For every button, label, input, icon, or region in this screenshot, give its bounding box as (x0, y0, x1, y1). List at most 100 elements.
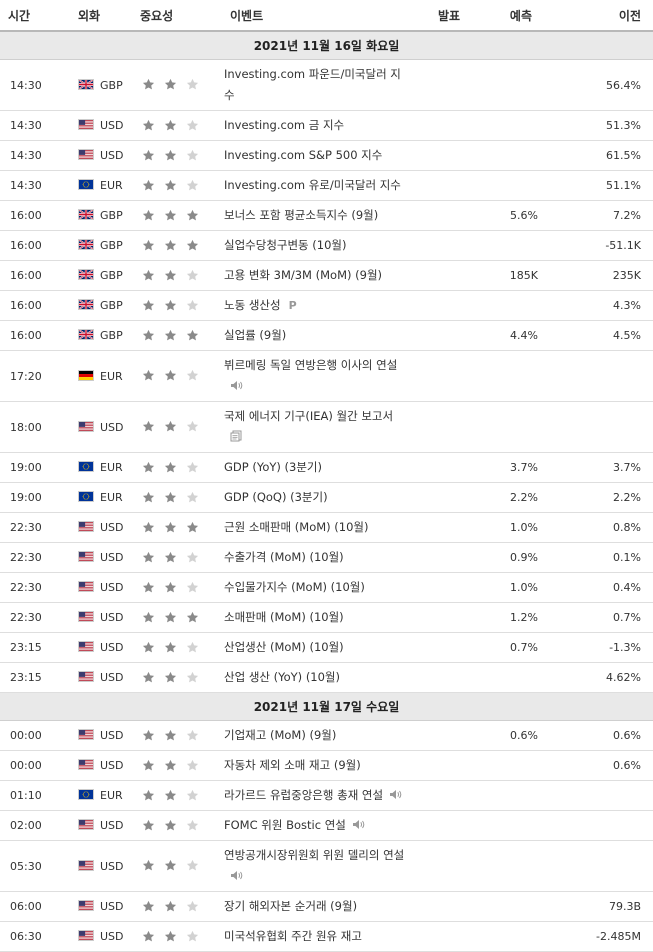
column-header-event[interactable]: 이벤트 (222, 0, 414, 32)
event-name-cell[interactable]: 뷔르메링 독일 연방은행 이사의 연설 (222, 350, 414, 402)
event-name-cell[interactable]: 산업생산 (MoM) (10월) (222, 632, 414, 663)
event-name[interactable]: 연방공개시장위원회 위원 델리의 연설 (224, 848, 405, 862)
event-name[interactable]: 수입물가지수 (MoM) (10월) (224, 580, 365, 594)
event-row[interactable]: 23:15 USD 산업생산 (MoM) (10월) 0.7% -1.3% (0, 632, 653, 663)
event-name-cell[interactable]: 수출가격 (MoM) (10월) (222, 542, 414, 573)
event-name-cell[interactable]: 국제 에너지 기구(IEA) 월간 보고서 (222, 401, 414, 453)
event-name-cell[interactable]: Investing.com 파운드/미국달러 지수 (222, 59, 414, 111)
event-forecast: 1.0% (484, 512, 544, 543)
event-name-cell[interactable]: 노동 생산성 P (222, 290, 414, 321)
column-header-importance[interactable]: 중요성 (132, 0, 222, 32)
event-name[interactable]: Investing.com 금 지수 (224, 118, 345, 132)
event-name[interactable]: 라가르드 유럽중앙은행 총재 연설 (224, 788, 384, 802)
event-name-cell[interactable]: Investing.com 유로/미국달러 지수 (222, 170, 414, 201)
importance-rating (132, 542, 222, 573)
event-name-cell[interactable]: 고용 변화 3M/3M (MoM) (9월) (222, 260, 414, 291)
importance-rating (132, 200, 222, 231)
event-row[interactable]: 06:00 USD 장기 해외자본 순거래 (9월) 79.3B (0, 891, 653, 922)
event-row[interactable]: 05:30 USD 연방공개시장위원회 위원 델리의 연설 (0, 840, 653, 892)
column-header-time[interactable]: 시간 (0, 0, 70, 32)
event-name-cell[interactable]: 보너스 포함 평균소득지수 (9월) (222, 200, 414, 231)
event-name[interactable]: 고용 변화 3M/3M (MoM) (9월) (224, 268, 383, 282)
event-row[interactable]: 14:30 GBP Investing.com 파운드/미국달러 지수 56.4% (0, 59, 653, 111)
event-row[interactable]: 16:00 GBP 실업률 (9월) 4.4% 4.5% (0, 320, 653, 351)
event-name-cell[interactable]: 장기 해외자본 순거래 (9월) (222, 891, 414, 922)
event-name-cell[interactable]: 미국석유협회 주간 원유 재고 (222, 921, 414, 952)
star-filled-icon (164, 299, 177, 312)
event-name[interactable]: 미국석유협회 주간 원유 재고 (224, 929, 362, 943)
event-row[interactable]: 23:15 USD 산업 생산 (YoY) (10월) 4.62% (0, 662, 653, 693)
event-name[interactable]: FOMC 위원 Bostic 연설 (224, 818, 346, 832)
event-name[interactable]: 산업생산 (MoM) (10월) (224, 640, 344, 654)
star-empty-icon (186, 78, 199, 91)
column-header-forecast[interactable]: 예측 (484, 0, 544, 32)
column-header-previous[interactable]: 이전 (544, 0, 653, 32)
currency-code: USD (100, 729, 124, 742)
event-name-cell[interactable]: GDP (QoQ) (3분기) (222, 482, 414, 513)
event-previous: 7.2% (544, 200, 653, 231)
column-header-actual[interactable]: 발표 (414, 0, 484, 32)
event-name[interactable]: 근원 소매판매 (MoM) (10월) (224, 520, 369, 534)
event-name[interactable]: Investing.com 유로/미국달러 지수 (224, 178, 401, 192)
event-name[interactable]: 기업재고 (MoM) (9월) (224, 728, 337, 742)
event-name-cell[interactable]: 기업재고 (MoM) (9월) (222, 720, 414, 751)
event-row[interactable]: 16:00 GBP 보너스 포함 평균소득지수 (9월) 5.6% 7.2% (0, 200, 653, 231)
currency-code: EUR (100, 179, 123, 192)
event-actual (414, 140, 484, 171)
event-row[interactable]: 22:30 USD 소매판매 (MoM) (10월) 1.2% 0.7% (0, 602, 653, 633)
event-name-cell[interactable]: 수입물가지수 (MoM) (10월) (222, 572, 414, 603)
event-name-cell[interactable]: 실업수당청구변동 (10월) (222, 230, 414, 261)
event-name-cell[interactable]: 산업 생산 (YoY) (10월) (222, 662, 414, 693)
event-name[interactable]: 보너스 포함 평균소득지수 (9월) (224, 208, 379, 222)
event-name[interactable]: 실업률 (9월) (224, 328, 287, 342)
event-name[interactable]: 수출가격 (MoM) (10월) (224, 550, 344, 564)
event-previous: 235K (544, 260, 653, 291)
event-name[interactable]: 노동 생산성 (224, 298, 281, 312)
column-header-currency[interactable]: 외화 (70, 0, 132, 32)
event-name-cell[interactable]: 라가르드 유럽중앙은행 총재 연설 (222, 780, 414, 811)
event-row[interactable]: 19:00 EUR GDP (YoY) (3분기) 3.7% 3.7% (0, 452, 653, 483)
event-row[interactable]: 01:10 EUR 라가르드 유럽중앙은행 총재 연설 (0, 780, 653, 811)
event-row[interactable]: 14:30 EUR Investing.com 유로/미국달러 지수 51.1% (0, 170, 653, 201)
event-name[interactable]: 실업수당청구변동 (10월) (224, 238, 347, 252)
event-name-cell[interactable]: Investing.com 금 지수 (222, 110, 414, 141)
event-name[interactable]: 장기 해외자본 순거래 (9월) (224, 899, 358, 913)
event-name[interactable]: 뷔르메링 독일 연방은행 이사의 연설 (224, 358, 398, 372)
event-row[interactable]: 00:00 USD 기업재고 (MoM) (9월) 0.6% 0.6% (0, 720, 653, 751)
event-name[interactable]: Investing.com 파운드/미국달러 지수 (224, 67, 401, 102)
event-name-cell[interactable]: 연방공개시장위원회 위원 델리의 연설 (222, 840, 414, 892)
event-name-cell[interactable]: 자동차 제외 소매 재고 (9월) (222, 750, 414, 781)
event-row[interactable]: 16:00 GBP 실업수당청구변동 (10월) -51.1K (0, 230, 653, 261)
event-row[interactable]: 16:00 GBP 고용 변화 3M/3M (MoM) (9월) 185K 235K (0, 260, 653, 291)
event-name[interactable]: Investing.com S&P 500 지수 (224, 148, 383, 162)
event-name-cell[interactable]: GDP (YoY) (3분기) (222, 452, 414, 483)
event-row[interactable]: 17:20 EUR 뷔르메링 독일 연방은행 이사의 연설 (0, 350, 653, 402)
event-row[interactable]: 14:30 USD Investing.com 금 지수 51.3% (0, 110, 653, 141)
event-name[interactable]: 산업 생산 (YoY) (10월) (224, 670, 341, 684)
event-name[interactable]: 소매판매 (MoM) (10월) (224, 610, 344, 624)
event-time: 14:30 (0, 59, 70, 111)
event-name[interactable]: 자동차 제외 소매 재고 (9월) (224, 758, 361, 772)
event-row[interactable]: 16:00 GBP 노동 생산성 P 4.3% (0, 290, 653, 321)
event-row[interactable]: 06:30 USD 미국석유협회 주간 원유 재고 -2.485M (0, 921, 653, 952)
event-row[interactable]: 02:00 USD FOMC 위원 Bostic 연설 (0, 810, 653, 841)
event-name-cell[interactable]: 실업률 (9월) (222, 320, 414, 351)
event-name-cell[interactable]: 근원 소매판매 (MoM) (10월) (222, 512, 414, 543)
event-row[interactable]: 22:30 USD 근원 소매판매 (MoM) (10월) 1.0% 0.8% (0, 512, 653, 543)
event-name-cell[interactable]: Investing.com S&P 500 지수 (222, 140, 414, 171)
star-filled-icon (142, 420, 155, 433)
star-filled-icon (164, 789, 177, 802)
event-name[interactable]: 국제 에너지 기구(IEA) 월간 보고서 (224, 409, 394, 423)
event-name[interactable]: GDP (YoY) (3분기) (224, 460, 322, 474)
event-row[interactable]: 00:00 USD 자동차 제외 소매 재고 (9월) 0.6% (0, 750, 653, 781)
event-row[interactable]: 14:30 USD Investing.com S&P 500 지수 61.5% (0, 140, 653, 171)
event-name-cell[interactable]: 소매판매 (MoM) (10월) (222, 602, 414, 633)
event-name[interactable]: GDP (QoQ) (3분기) (224, 490, 328, 504)
event-row[interactable]: 18:00 USD 국제 에너지 기구(IEA) 월간 보고서 (0, 401, 653, 453)
event-row[interactable]: 19:00 EUR GDP (QoQ) (3분기) 2.2% 2.2% (0, 482, 653, 513)
us-flag (78, 900, 94, 911)
event-row[interactable]: 22:30 USD 수출가격 (MoM) (10월) 0.9% 0.1% (0, 542, 653, 573)
currency-code: USD (100, 641, 124, 654)
event-name-cell[interactable]: FOMC 위원 Bostic 연설 (222, 810, 414, 841)
event-row[interactable]: 22:30 USD 수입물가지수 (MoM) (10월) 1.0% 0.4% (0, 572, 653, 603)
